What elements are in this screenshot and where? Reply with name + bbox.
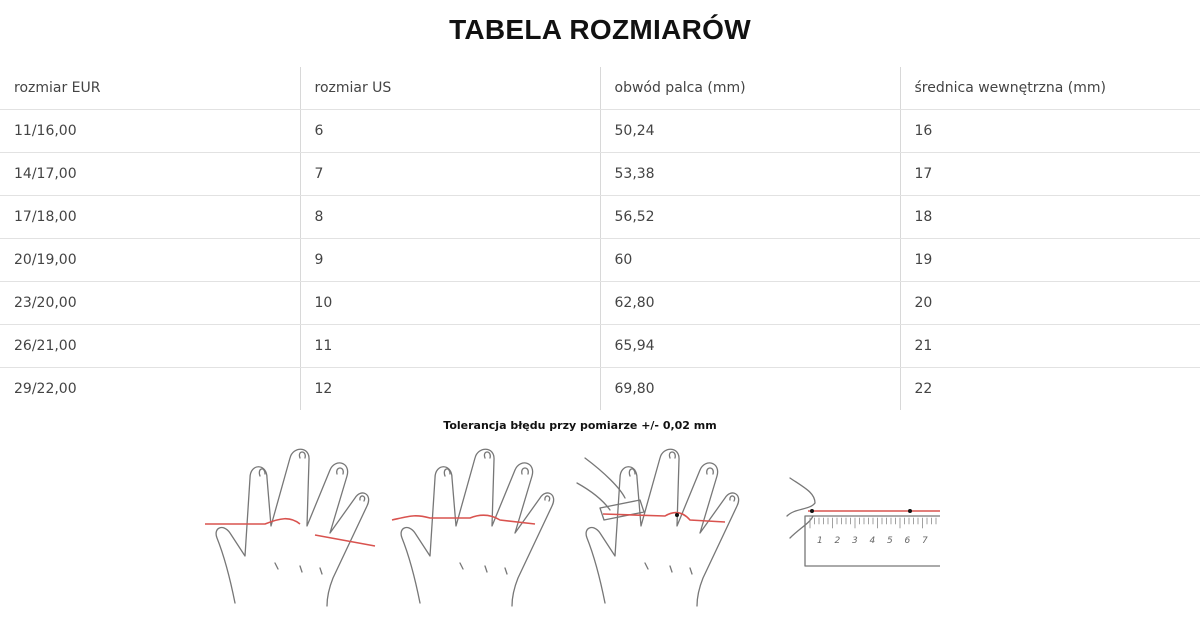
- cell-circumference: 65,94: [599, 324, 900, 368]
- cell-circumference: 60: [599, 238, 900, 282]
- ruler-label: 4: [870, 536, 876, 546]
- ruler-label: 6: [905, 536, 911, 546]
- table-row: 20/19,00 9 60 19: [0, 238, 1200, 282]
- ruler-label: 1: [817, 536, 823, 546]
- cell-us-size: 6: [299, 109, 600, 153]
- marker-dots: [675, 509, 912, 517]
- tolerance-note: Tolerancja błędu przy pomiarze +/- 0,02 …: [443, 419, 717, 432]
- cell-circumference: 53,38: [599, 152, 900, 196]
- cell-eur-size: 29/22,00: [14, 381, 77, 397]
- header-eur-size: rozmiar EUR: [0, 67, 300, 110]
- table-row: 17/18,00 8 56,52 18: [0, 195, 1200, 239]
- cell-us-size: 9: [299, 238, 600, 282]
- size-table: rozmiar EUR rozmiar US obwód palca (mm) …: [0, 67, 1200, 410]
- header-circumference: obwód palca (mm): [599, 67, 900, 110]
- ruler-label: 3: [852, 536, 858, 546]
- cell-us-size: 10: [299, 281, 600, 325]
- cell-inner-diameter: 20: [899, 281, 1200, 325]
- table-row: 26/21,00 11 65,94 21: [0, 324, 1200, 368]
- table-row: 11/16,00 6 50,24 16: [0, 109, 1200, 153]
- cell-us-size: 12: [299, 367, 600, 410]
- table-row: 14/17,00 7 53,38 17: [0, 152, 1200, 196]
- cell-eur-size: 17/18,00: [0, 195, 300, 239]
- string-lines: [205, 510, 940, 547]
- header-us-size: rozmiar US: [299, 67, 600, 110]
- cell-circumference: 56,52: [599, 195, 900, 239]
- cell-eur-size: 20/19,00: [0, 238, 300, 282]
- measurement-illustration: 1 2 3 4 5 6 7: [205, 448, 940, 607]
- cell-eur-size: 14/17,00: [0, 152, 300, 196]
- cell-eur-size: 11/16,00: [0, 109, 300, 153]
- cell-inner-diameter: 22: [899, 367, 1200, 410]
- ruler-label: 7: [922, 536, 928, 546]
- table-row: 23/20,00 10 62,80 20: [0, 281, 1200, 325]
- table-header-row: rozmiar EUR rozmiar US obwód palca (mm) …: [0, 67, 1200, 110]
- hand-drawing: [215, 448, 370, 607]
- cell-us-size: 7: [299, 152, 600, 196]
- cell-circumference: 62,80: [599, 281, 900, 325]
- cell-us-size: 11: [299, 324, 600, 368]
- fingers-holding-pen: [576, 457, 645, 521]
- cell-inner-diameter: 16: [899, 109, 1200, 153]
- cell-circumference: 50,24: [599, 109, 900, 153]
- cell-eur-size: 26/21,00: [0, 324, 300, 368]
- cell-us-size: 8: [299, 195, 600, 239]
- cell-inner-diameter: 21: [899, 324, 1200, 368]
- ruler-icon: [804, 515, 940, 567]
- cell-inner-diameter: 18: [899, 195, 1200, 239]
- cell-inner-diameter: 19: [899, 238, 1200, 282]
- cell-circumference: 69,80: [599, 367, 900, 410]
- ruler-label: 2: [835, 536, 841, 546]
- header-inner-diameter: średnica wewnętrzna (mm): [899, 67, 1200, 110]
- ruler-label: 5: [887, 536, 893, 546]
- cell-inner-diameter: 17: [899, 152, 1200, 196]
- page-title: TABELA ROZMIARÓW: [449, 14, 751, 45]
- table-row: 29/22,00 12 69,80 22: [0, 367, 1200, 410]
- cell-eur-size: 23/20,00: [0, 281, 300, 325]
- fingers-holding-string: [786, 477, 816, 539]
